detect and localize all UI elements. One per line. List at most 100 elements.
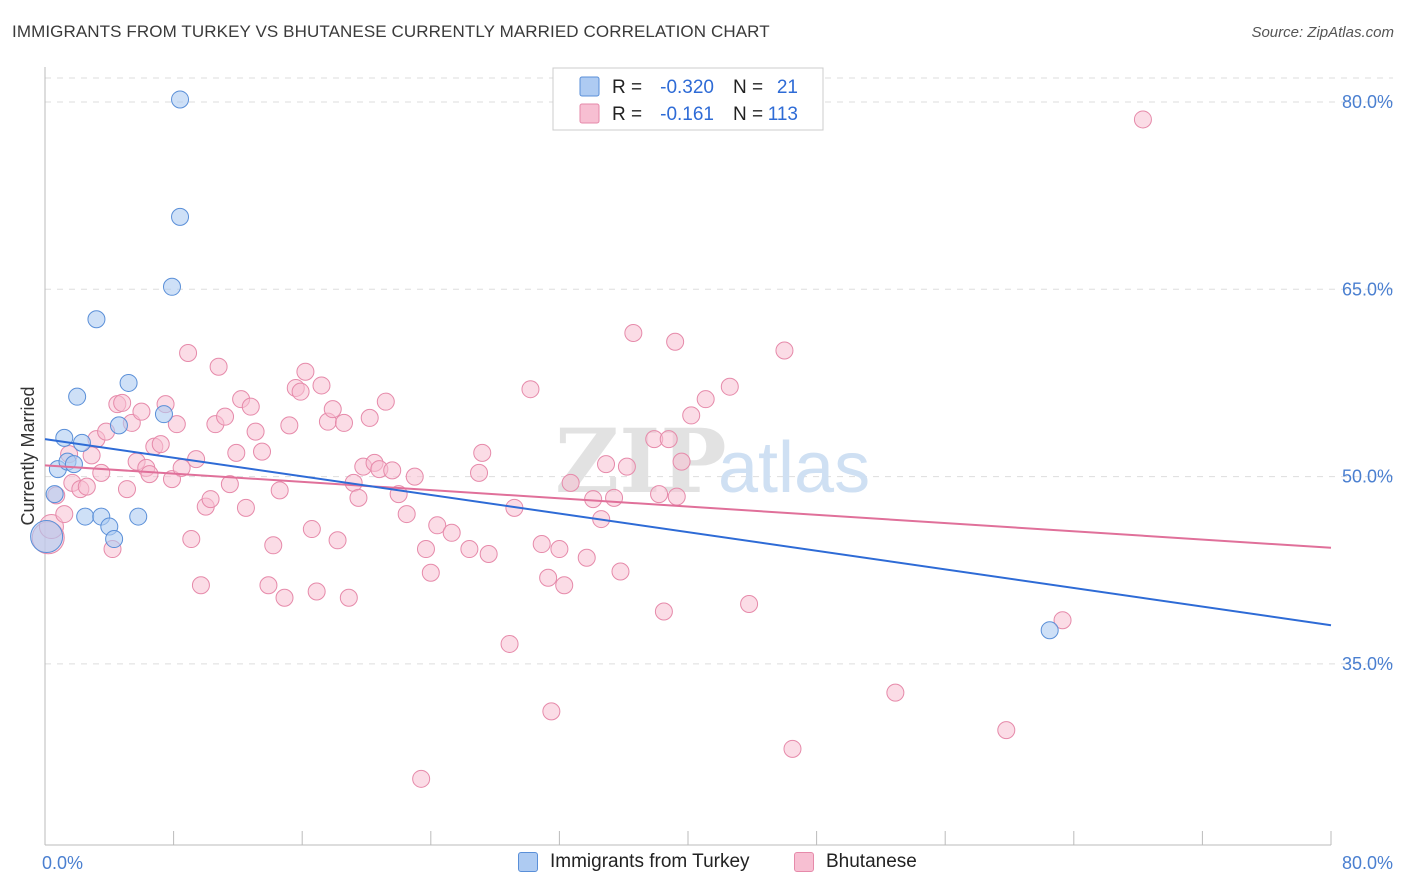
bhutanese-point	[997, 721, 1016, 740]
bottom-legend-label-turkey: Immigrants from Turkey	[550, 851, 750, 872]
bhutanese-point	[428, 516, 447, 535]
bhutanese-point	[187, 450, 206, 469]
trend-lines	[44, 438, 1332, 627]
bhutanese-point	[442, 523, 461, 542]
bhutanese-point	[246, 422, 265, 441]
bhutanese-point	[241, 397, 260, 416]
bhutanese-point	[561, 473, 580, 492]
bhutanese-point	[291, 382, 310, 401]
bhutanese-point	[113, 393, 132, 412]
bhutanese-point	[117, 480, 136, 499]
turkey-point	[119, 373, 138, 392]
bhutanese-point	[555, 576, 574, 595]
turkey-point	[129, 507, 148, 526]
bhutanese-point	[296, 362, 315, 381]
bhutanese-point	[201, 490, 220, 509]
bhutanese-point	[479, 545, 498, 564]
bhutanese-point	[682, 406, 701, 425]
bottom-legend-label-bhutanese: Bhutanese	[826, 851, 917, 872]
x-tick-label-max: 80.0%	[1342, 853, 1393, 873]
bottom-legend-swatch-bhutanese	[794, 852, 814, 872]
watermark-zip: ZIP	[555, 409, 727, 513]
bhutanese-point	[542, 702, 561, 721]
bhutanese-point	[360, 408, 379, 427]
bhutanese-point	[500, 634, 519, 653]
chart-title: IMMIGRANTS FROM TURKEY VS BHUTANESE CURR…	[12, 22, 770, 41]
legend-n-value-2: 113	[768, 104, 798, 125]
bhutanese-point	[666, 332, 685, 351]
turkey-point	[64, 455, 83, 474]
turkey-point	[30, 520, 64, 554]
bhutanese-point	[597, 455, 616, 474]
source-credit: Source: ZipAtlas.com	[1251, 24, 1394, 41]
turkey-point	[162, 277, 181, 296]
bhutanese-point	[77, 477, 96, 496]
legend-n-label-1: N =	[733, 77, 763, 98]
bhutanese-point	[416, 540, 435, 559]
bhutanese-point	[312, 376, 331, 395]
bhutanese-point	[167, 415, 186, 434]
bhutanese-point	[151, 435, 170, 454]
turkey-point	[109, 416, 128, 435]
bhutanese-point	[720, 377, 739, 396]
legend-swatch-bhutanese	[579, 103, 600, 124]
legend-n-label-2: N =	[733, 104, 763, 125]
bhutanese-point	[302, 520, 321, 539]
bhutanese-point	[209, 357, 228, 376]
bhutanese-point	[775, 341, 794, 360]
bhutanese-point	[412, 769, 431, 788]
bhutanese-point	[253, 442, 272, 461]
bhutanese-point	[179, 343, 198, 362]
watermark: ZIP atlas	[555, 409, 870, 513]
bhutanese-point	[270, 481, 289, 500]
bhutanese-point	[323, 400, 342, 419]
bhutanese-point	[92, 463, 111, 482]
y-tick-label-35: 35.0%	[1342, 654, 1393, 674]
series-immigrants-from-turkey	[30, 90, 1059, 640]
watermark-atlas: atlas	[718, 428, 870, 508]
turkey-point	[1040, 621, 1059, 640]
y-axis-title: Currently Married	[18, 386, 38, 525]
turkey-point	[154, 405, 173, 424]
legend-swatch-turkey	[579, 76, 600, 97]
bhutanese-point	[339, 588, 358, 607]
bhutanese-point	[132, 402, 151, 421]
bhutanese-point	[783, 739, 802, 758]
bhutanese-point	[216, 407, 235, 426]
bhutanese-point	[696, 390, 715, 409]
bhutanese-point	[182, 530, 201, 549]
legend-r-value-1: -0.320	[660, 77, 714, 98]
legend: R = -0.320 N = 21 R = -0.161 N = 113	[552, 67, 824, 131]
gridlines	[45, 77, 1393, 665]
bhutanese-point	[307, 582, 326, 601]
bhutanese-point	[650, 485, 669, 504]
bhutanese-point	[1053, 611, 1072, 630]
bhutanese-point	[191, 576, 210, 595]
bhutanese-point	[886, 683, 905, 702]
bhutanese-point	[577, 548, 596, 567]
legend-n-value-1: 21	[777, 77, 798, 98]
bhutanese-point	[140, 465, 159, 484]
legend-r-value-2: -0.161	[660, 104, 714, 125]
turkey-point	[171, 90, 190, 109]
bottom-legend-item-turkey: Immigrants from Turkey	[518, 851, 750, 873]
bhutanese-point	[405, 467, 424, 486]
bhutanese-point	[672, 452, 691, 471]
legend-r-label-1: R =	[612, 77, 642, 98]
turkey-point	[87, 310, 106, 329]
x-ticks	[44, 831, 1332, 845]
bhutanese-point	[376, 392, 395, 411]
bhutanese-point	[584, 490, 603, 509]
turkey-point	[171, 207, 190, 226]
bhutanese-point	[611, 562, 630, 581]
bhutanese-point	[220, 475, 239, 494]
bhutanese-point	[740, 594, 759, 613]
bhutanese-point	[264, 536, 283, 555]
bhutanese-point	[521, 380, 540, 399]
turkey-point	[76, 507, 95, 526]
bhutanese-point	[280, 416, 299, 435]
bhutanese-point	[227, 443, 246, 462]
bhutanese-point	[397, 505, 416, 524]
x-tick-label-min: 0.0%	[42, 853, 83, 873]
